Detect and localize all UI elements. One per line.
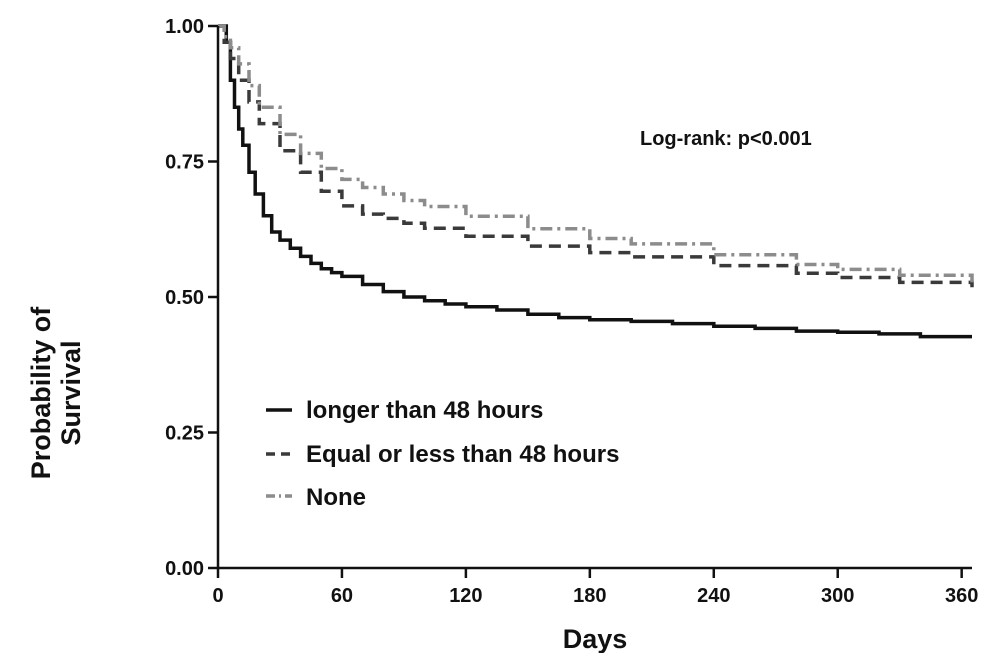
legend-label-longer: longer than 48 hours — [306, 397, 543, 424]
x-tick-label: 60 — [331, 585, 353, 607]
x-ticks: 0 60 120 180 240 300 360 — [212, 568, 978, 607]
legend-label-equal: Equal or less than 48 hours — [306, 441, 619, 468]
y-tick-label: 0.75 — [165, 152, 204, 174]
series-line-1 — [218, 24, 974, 288]
series-line-0 — [218, 24, 972, 339]
series-line-2 — [218, 24, 974, 283]
x-tick-label: 120 — [449, 585, 482, 607]
y-ticks: 0.00 0.25 0.50 0.75 1.00 — [165, 16, 218, 580]
x-tick-label: 0 — [212, 585, 223, 607]
x-axis-title: Days — [563, 624, 628, 653]
y-tick-label: 0.25 — [165, 423, 204, 445]
legend-label-none: None — [306, 484, 366, 511]
y-axis-title: Probability of Survival — [26, 306, 86, 480]
axes: 0.00 0.25 0.50 0.75 1.00 0 60 120 180 240 300 360 — [165, 16, 978, 607]
x-tick-label: 240 — [697, 585, 730, 607]
y-tick-label: 0.00 — [165, 558, 204, 580]
y-axis-title-line-2: Survival — [56, 340, 86, 445]
y-tick-label: 1.00 — [165, 16, 204, 38]
x-tick-label: 300 — [821, 585, 854, 607]
x-tick-label: 360 — [945, 585, 978, 607]
y-tick-label: 0.50 — [165, 287, 204, 309]
x-tick-label: 180 — [573, 585, 606, 607]
log-rank-annotation: Log-rank: p<0.001 — [640, 128, 812, 150]
legend: longer than 48 hours Equal or less than … — [266, 397, 619, 511]
plot-series — [218, 24, 974, 339]
y-axis-title-line-1: Probability of — [26, 306, 56, 480]
